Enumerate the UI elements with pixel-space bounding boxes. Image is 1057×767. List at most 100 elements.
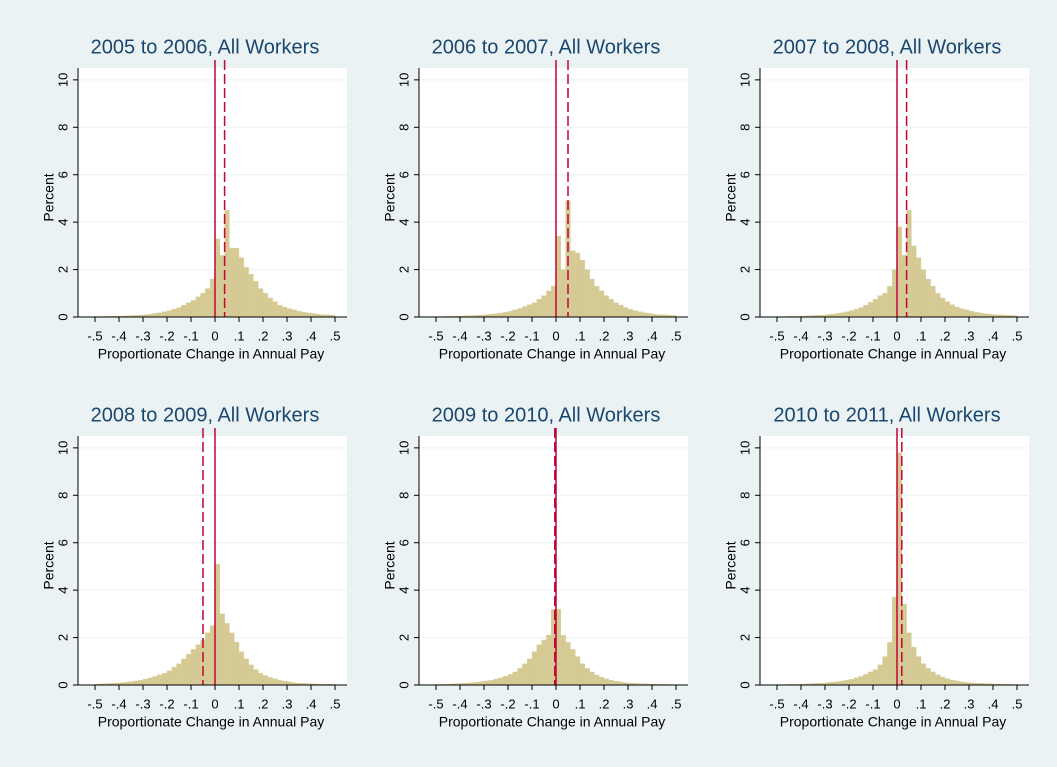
x-tick-label: -.5 bbox=[87, 328, 102, 343]
histogram-bar bbox=[205, 632, 211, 686]
y-tick-label: 8 bbox=[396, 124, 411, 131]
x-tick-label: .1 bbox=[575, 328, 586, 343]
histogram-bar bbox=[613, 302, 619, 318]
histogram-bar bbox=[868, 671, 874, 686]
histogram-bar bbox=[882, 293, 888, 318]
plot-area bbox=[419, 68, 688, 317]
histogram-bar bbox=[599, 290, 605, 318]
y-tick-label: 4 bbox=[396, 219, 411, 226]
chart-title: 2005 to 2006, All Workers bbox=[91, 36, 320, 58]
histogram-bar bbox=[200, 293, 206, 318]
x-tick-label: .3 bbox=[623, 696, 634, 711]
histogram-bar bbox=[286, 308, 292, 318]
x-tick-label: .3 bbox=[282, 328, 293, 343]
y-tick-label: 10 bbox=[55, 441, 70, 455]
x-axis-label: Proportionate Change in Annual Pay bbox=[98, 714, 325, 730]
x-axis-label: Proportionate Change in Annual Pay bbox=[439, 714, 666, 730]
histogram-bar bbox=[272, 301, 278, 318]
chart-title: 2010 to 2011, All Workers bbox=[773, 404, 1000, 426]
histogram-bar bbox=[171, 309, 177, 318]
y-axis-label: Percent bbox=[723, 541, 739, 589]
y-tick-label: 2 bbox=[396, 266, 411, 273]
histogram-bar bbox=[224, 623, 230, 686]
histogram-bar bbox=[599, 677, 605, 686]
histogram-bar bbox=[162, 311, 168, 318]
histogram-bar bbox=[560, 635, 566, 686]
histogram-bar bbox=[282, 681, 288, 686]
x-tick-label: -.1 bbox=[524, 328, 539, 343]
histogram-bar bbox=[517, 668, 523, 686]
y-tick-label: 0 bbox=[396, 313, 411, 320]
x-tick-label: .2 bbox=[940, 696, 951, 711]
histogram-bar bbox=[493, 678, 499, 686]
histogram-bar bbox=[152, 676, 158, 686]
x-tick-label: .2 bbox=[940, 328, 951, 343]
histogram-bar bbox=[632, 310, 638, 318]
x-tick-label: -.2 bbox=[500, 696, 515, 711]
histogram-bar bbox=[277, 680, 283, 686]
histogram-bar bbox=[603, 678, 609, 686]
histogram-bar bbox=[229, 248, 235, 318]
histogram-bar bbox=[157, 312, 163, 318]
x-tick-label: -.3 bbox=[476, 328, 491, 343]
y-tick-label: 10 bbox=[737, 73, 752, 87]
histogram-bar bbox=[291, 309, 297, 318]
y-tick-label: 2 bbox=[737, 634, 752, 641]
x-tick-label: -.2 bbox=[159, 328, 174, 343]
histogram-bar bbox=[176, 663, 182, 686]
x-tick-label: .2 bbox=[258, 328, 269, 343]
histogram-bar bbox=[570, 250, 576, 318]
y-tick-label: 4 bbox=[396, 587, 411, 594]
x-tick-label: 0 bbox=[893, 696, 900, 711]
x-tick-label: -.4 bbox=[111, 328, 126, 343]
histogram-bar bbox=[507, 311, 513, 318]
histogram-bar bbox=[608, 680, 614, 686]
histogram-bar bbox=[181, 658, 187, 686]
histogram-bar bbox=[882, 656, 888, 686]
chart-title: 2007 to 2008, All Workers bbox=[773, 36, 1002, 58]
histogram-bar bbox=[488, 680, 494, 686]
y-tick-label: 8 bbox=[737, 492, 752, 499]
histogram-bar bbox=[968, 310, 974, 318]
x-tick-label: .3 bbox=[282, 696, 293, 711]
histogram-bar bbox=[186, 654, 192, 686]
histogram-bar bbox=[623, 307, 629, 318]
histogram-bar bbox=[147, 677, 153, 686]
histogram-bar bbox=[205, 288, 211, 318]
histogram-bar bbox=[637, 311, 643, 318]
y-tick-label: 10 bbox=[396, 73, 411, 87]
histogram-bar bbox=[973, 312, 979, 318]
x-tick-label: 0 bbox=[211, 328, 218, 343]
panel: 0 2 4 6 8 10 -.5 -.4 -.3 -.2 -.1 0 .1 .2 .3 .4 .5 Proport… bbox=[382, 404, 688, 730]
histogram-bar bbox=[306, 312, 312, 318]
x-tick-label: .4 bbox=[988, 328, 999, 343]
histogram-bar bbox=[190, 649, 196, 686]
y-tick-label: 4 bbox=[737, 219, 752, 226]
histogram-bar bbox=[642, 312, 648, 318]
x-tick-label: -.3 bbox=[817, 696, 832, 711]
histogram-bar bbox=[579, 259, 585, 318]
x-tick-label: -.2 bbox=[500, 328, 515, 343]
histogram-bar bbox=[498, 312, 504, 318]
histogram-bar bbox=[195, 296, 201, 318]
histogram-bar bbox=[868, 302, 874, 318]
x-axis-label: Proportionate Change in Annual Pay bbox=[98, 346, 325, 362]
histogram-bar bbox=[959, 308, 965, 318]
histogram-bar bbox=[522, 306, 528, 318]
histogram-bar bbox=[872, 669, 878, 686]
histogram-bar bbox=[229, 632, 235, 686]
histogram-bar bbox=[498, 677, 504, 686]
y-tick-label: 0 bbox=[55, 681, 70, 688]
histogram-bar bbox=[916, 257, 922, 318]
x-axis-label: Proportionate Change in Annual Pay bbox=[780, 714, 1007, 730]
x-tick-label: 0 bbox=[552, 328, 559, 343]
x-tick-label: .4 bbox=[647, 696, 658, 711]
x-tick-label: -.5 bbox=[428, 328, 443, 343]
histogram-bar bbox=[925, 668, 931, 686]
x-tick-label: .2 bbox=[599, 328, 610, 343]
x-tick-label: .5 bbox=[330, 328, 341, 343]
x-axis-label: Proportionate Change in Annual Pay bbox=[439, 346, 666, 362]
histogram-bar bbox=[296, 310, 302, 318]
histogram-bar bbox=[589, 278, 595, 318]
histogram-bar bbox=[570, 649, 576, 686]
